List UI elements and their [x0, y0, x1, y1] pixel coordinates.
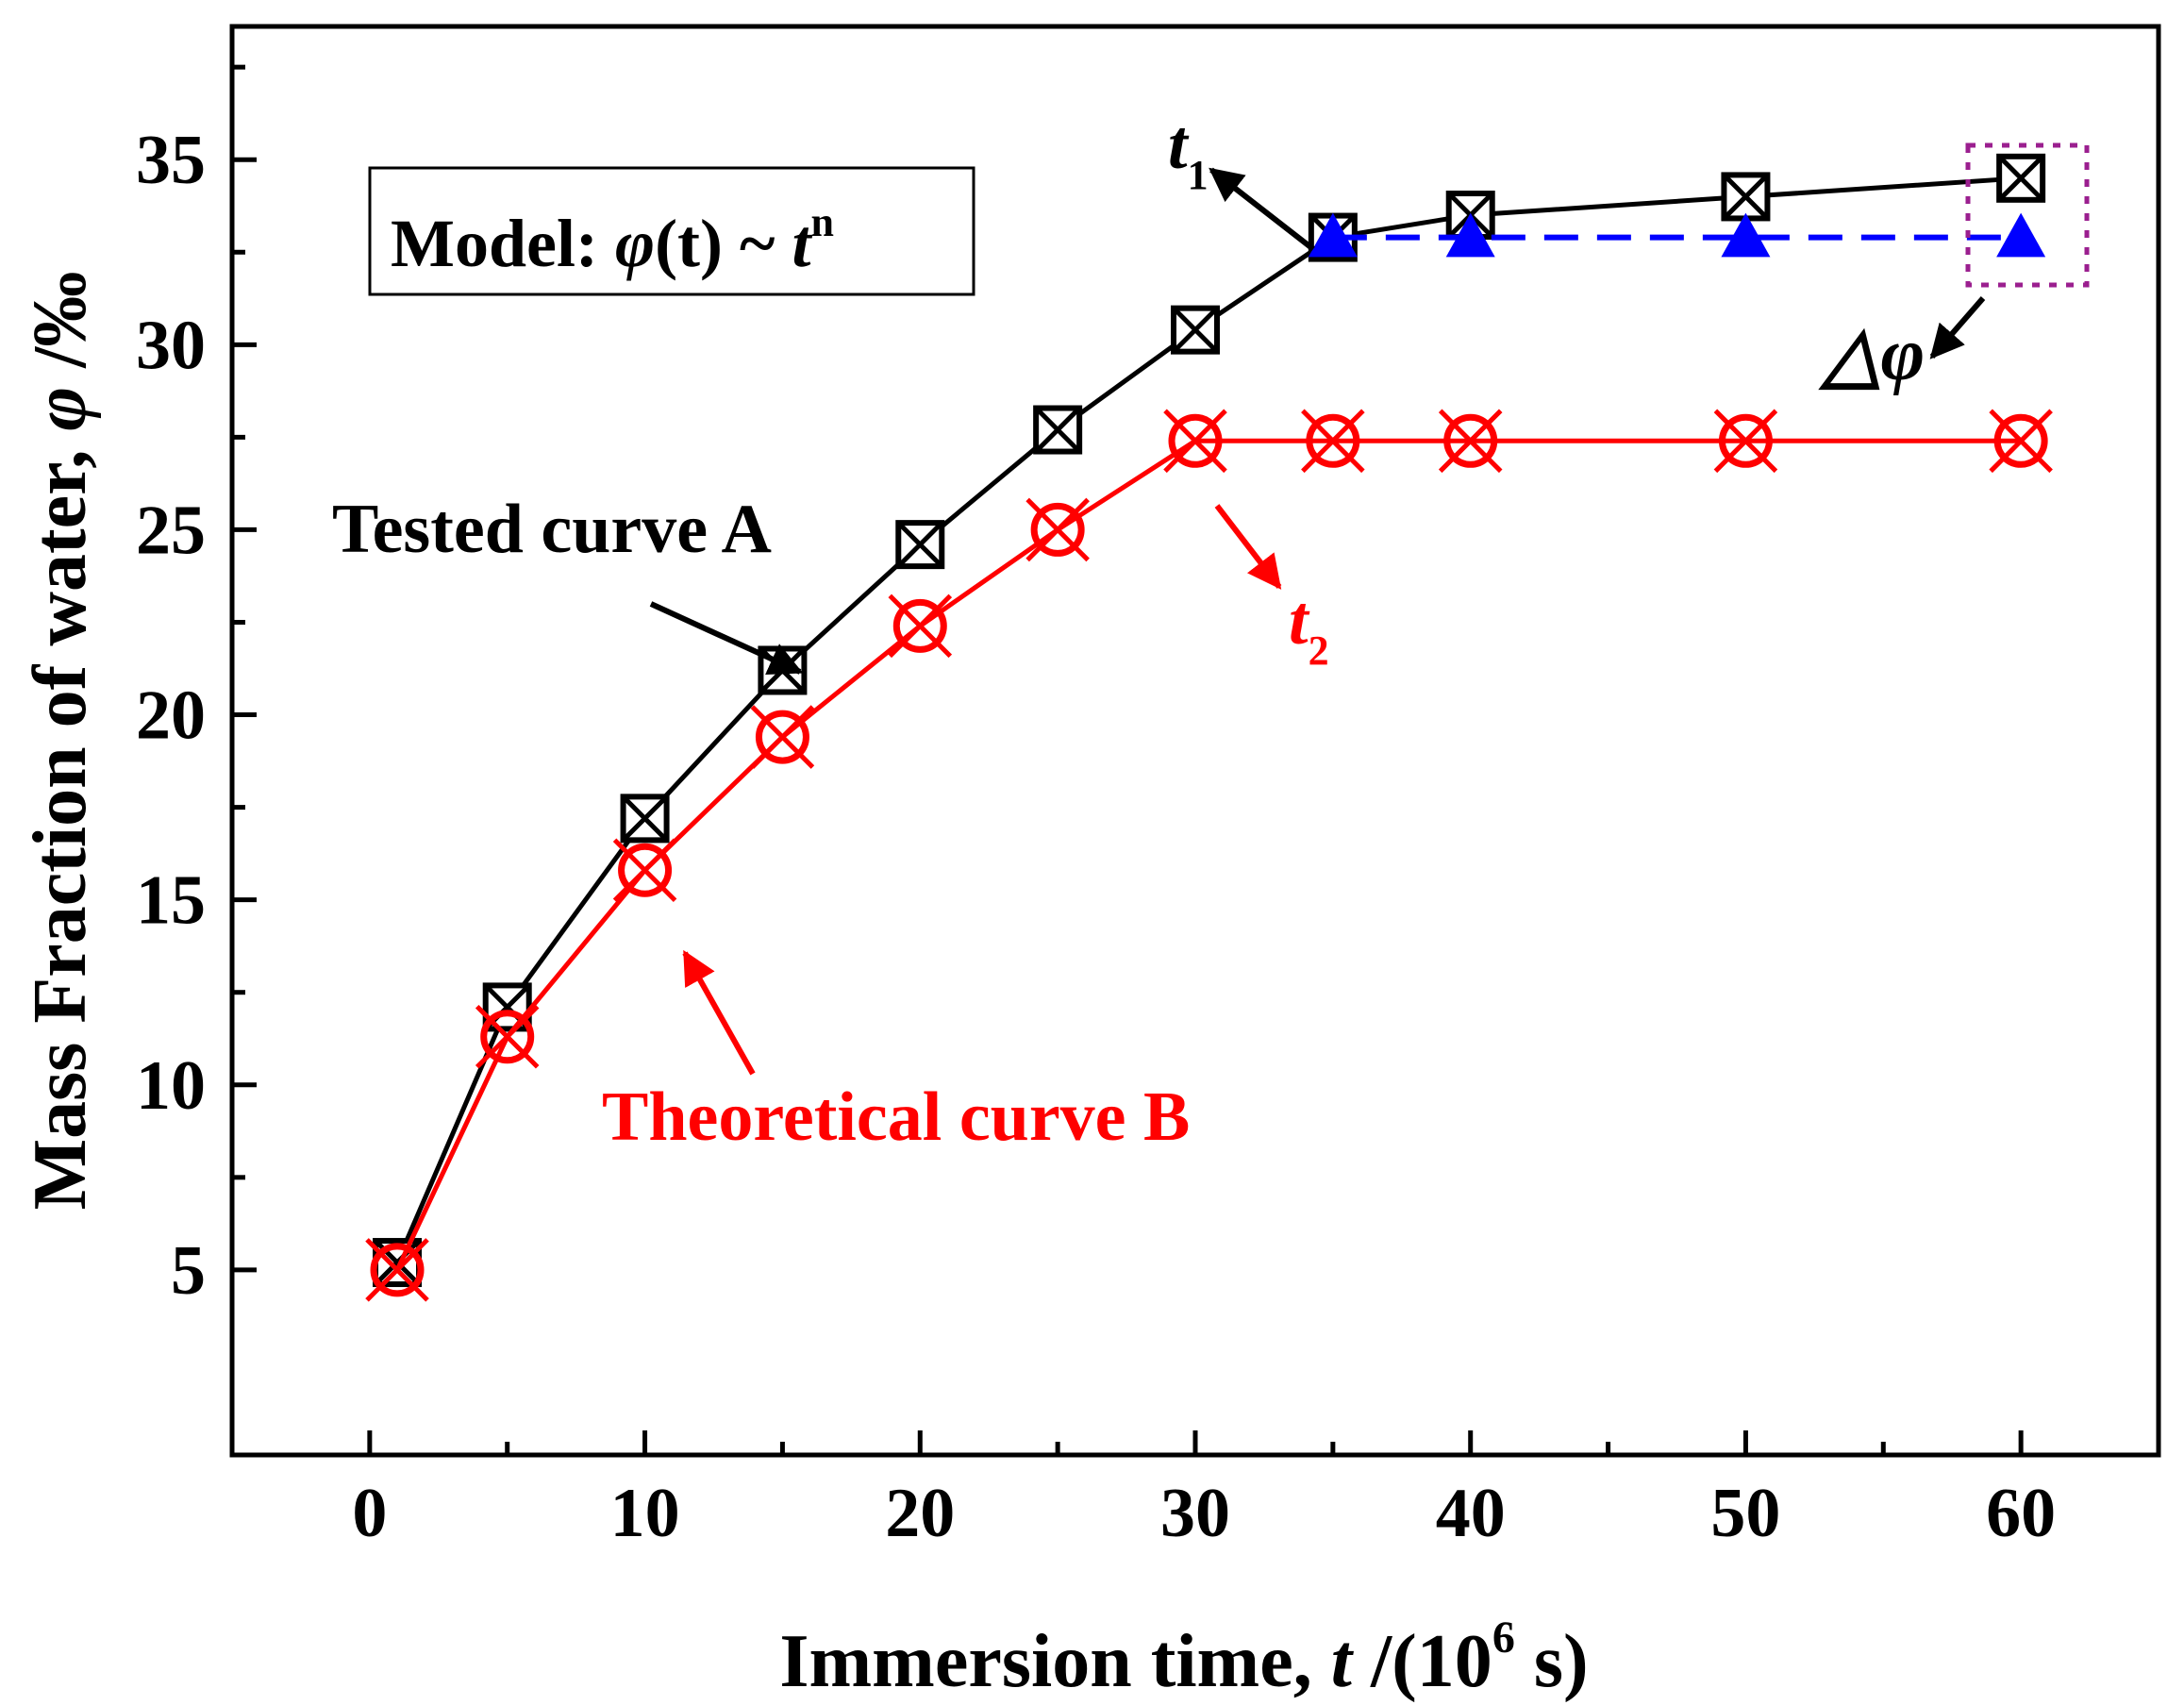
data-point-circle [1438, 409, 1503, 474]
data-point-triangle [1308, 212, 1358, 258]
model-prefix: Model: [391, 206, 615, 281]
data-point-circle [612, 838, 677, 903]
x-tick-label: 10 [610, 1475, 680, 1552]
x-tick-label: 20 [885, 1475, 955, 1552]
y-tick-label: 5 [171, 1232, 206, 1310]
data-point-square [620, 794, 670, 844]
arrow-t2 [1214, 504, 1282, 590]
y-axis-ticks: 5 10 15 20 25 30 35 [136, 64, 257, 1310]
series-2 [1308, 212, 2046, 258]
data-point-circle [1989, 409, 2053, 474]
model-box [368, 166, 975, 296]
y-tick-label: 20 [136, 677, 206, 755]
data-point-circle [1025, 497, 1090, 562]
delta-phi-box [1965, 142, 2090, 288]
x-tick-label: 0 [352, 1475, 387, 1552]
data-point-circle [750, 705, 815, 769]
data-point-circle [888, 593, 953, 659]
model-paren: (t) ~ [655, 206, 792, 281]
x-tick-label: 30 [1160, 1475, 1230, 1552]
model-exp: n [810, 199, 833, 245]
arrow-curve-b [682, 949, 756, 1076]
label-delta-phi: △φ [1818, 313, 1925, 396]
data-point-circle [1713, 409, 1778, 474]
x-axis-title-unit-open: /(10 [1352, 1620, 1492, 1703]
series-1 [365, 409, 2053, 1302]
x-axis-title: Immersion time, t /(106 s) [779, 1613, 1588, 1703]
x-axis-title-prefix: Immersion time, [779, 1620, 1330, 1703]
x-axis-ticks: 0 10 20 30 40 50 60 [352, 1430, 2056, 1552]
x-axis-title-unit-exp: 6 [1492, 1613, 1515, 1663]
data-point-circle [1301, 409, 1365, 474]
data-point-circle [1163, 409, 1227, 474]
y-axis-title-symbol: φ [19, 387, 102, 431]
label-tested-curve-a: Tested curve A [332, 491, 772, 568]
y-axis-title-unit: /‰ [19, 272, 102, 387]
label-t1: t1 [1168, 107, 1209, 198]
x-axis-title-unit-close: s) [1515, 1620, 1589, 1703]
data-point-circle [475, 1005, 540, 1069]
data-point-square [895, 520, 945, 570]
data-point-square [1171, 305, 1220, 355]
model-formula: Model: φ(t) ~ tn [391, 199, 834, 281]
data-point-triangle [1996, 212, 2046, 258]
y-axis-title-prefix: Mass Fraction of water, [19, 431, 102, 1211]
x-tick-label: 50 [1710, 1475, 1780, 1552]
y-tick-label: 10 [136, 1047, 206, 1125]
data-point-square [1721, 172, 1771, 222]
x-tick-label: 60 [1986, 1475, 2056, 1552]
arrow-delta-phi [1929, 296, 1986, 359]
y-tick-label: 25 [136, 492, 206, 569]
label-t1-sub: 1 [1188, 152, 1209, 198]
data-point-triangle [1721, 212, 1771, 258]
y-tick-label: 30 [136, 307, 206, 384]
data-point-circle [365, 1238, 429, 1302]
arrow-t1 [1209, 167, 1315, 252]
x-axis-title-symbol: t [1331, 1620, 1355, 1703]
data-point-square [1996, 153, 2046, 203]
arrow-curve-a [649, 601, 804, 675]
label-t1-symbol: t [1168, 107, 1190, 184]
x-tick-label: 40 [1436, 1475, 1506, 1552]
label-t2-sub: 2 [1309, 627, 1329, 674]
model-phi: φ [615, 206, 655, 281]
label-t2: t2 [1289, 582, 1329, 674]
label-t2-symbol: t [1289, 582, 1310, 660]
model-t: t [792, 206, 812, 281]
y-axis-title: Mass Fraction of water, φ /‰ [19, 272, 102, 1211]
y-tick-label: 35 [136, 122, 206, 199]
label-theoretical-curve-b: Theoretical curve B [602, 1078, 1190, 1156]
series-layer [365, 153, 2053, 1302]
data-point-square [1033, 405, 1083, 455]
data-point-triangle [1445, 212, 1495, 258]
y-tick-label: 15 [136, 862, 206, 940]
